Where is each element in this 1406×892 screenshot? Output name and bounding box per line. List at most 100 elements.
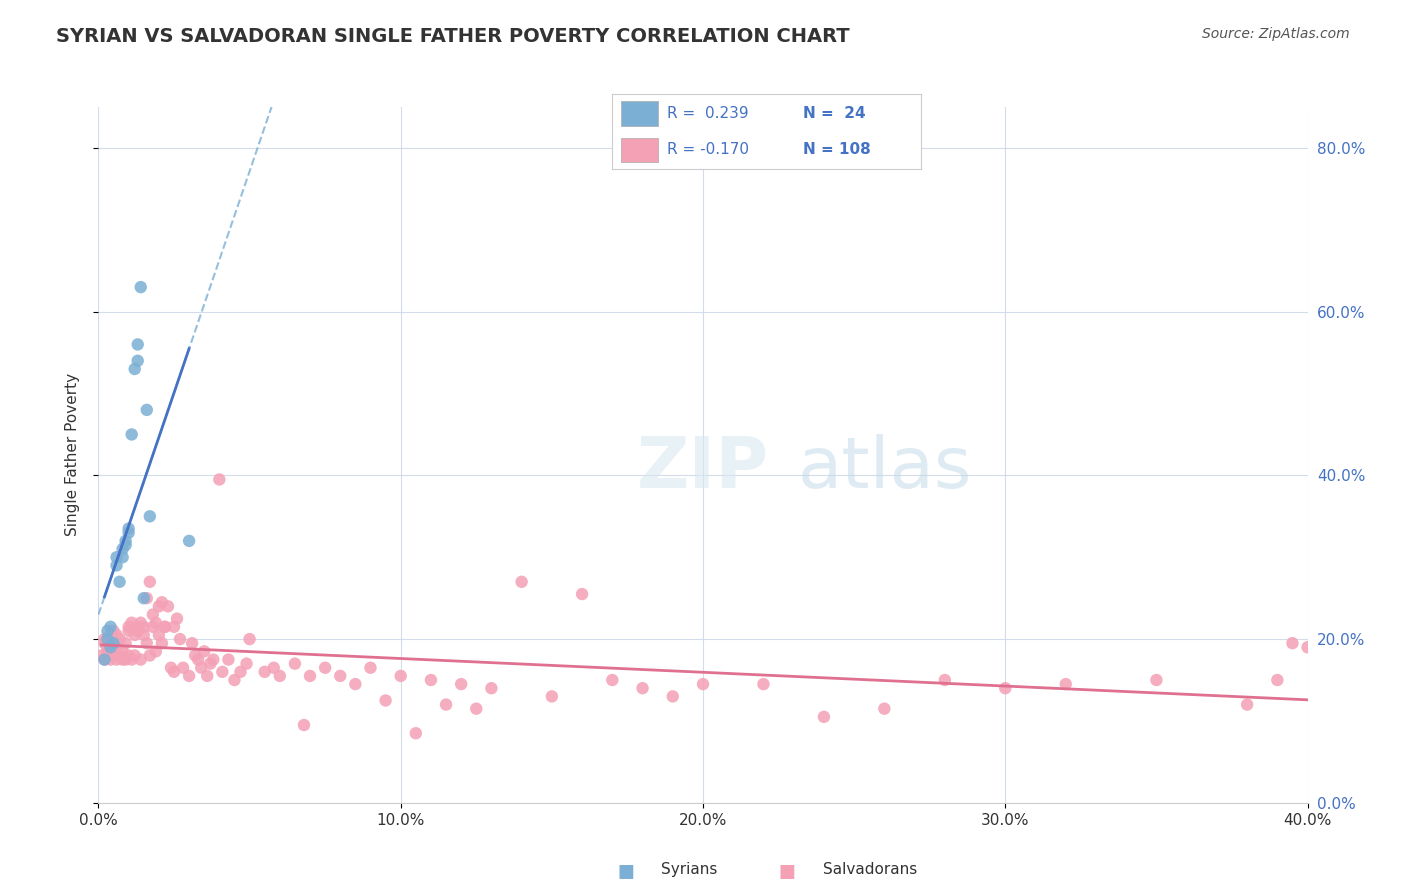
Point [100,652,122,666]
Point [224,673,246,687]
Point [100,620,122,634]
Point [111,542,134,557]
Point [124,648,146,663]
Text: ▪: ▪ [616,855,636,884]
Point [127,353,149,368]
Point [135,636,157,650]
Point [139,648,162,663]
Point [135,403,157,417]
Point [150,595,173,609]
Point [127,624,149,638]
Point [132,620,155,634]
Point [100,644,122,658]
Point [481,681,503,696]
Point [156,599,179,614]
Point [571,587,593,601]
Point [145,644,167,658]
Point [166,612,188,626]
Point [93,632,115,646]
Point [96,640,118,655]
Point [121,615,143,630]
Point [994,681,1017,696]
Point [118,648,141,663]
Point [229,665,252,679]
Point [132,628,155,642]
Point [103,624,125,638]
Point [90,648,112,663]
Point [93,652,115,666]
Point [813,710,835,724]
Point [160,661,183,675]
Point [114,636,136,650]
Point [100,628,122,642]
Text: Syrians: Syrians [661,863,717,877]
Point [631,681,654,696]
Point [129,615,152,630]
Point [1144,673,1167,687]
Point [139,574,162,589]
Point [127,337,149,351]
Point [1296,640,1319,655]
Point [148,628,170,642]
Text: Source: ZipAtlas.com: Source: ZipAtlas.com [1202,27,1350,41]
Point [181,636,204,650]
Point [118,620,141,634]
Point [217,652,239,666]
Point [118,522,141,536]
Point [96,632,118,646]
Point [103,636,125,650]
Point [108,632,131,646]
Point [127,620,149,634]
Point [96,624,118,638]
Point [344,677,367,691]
Point [284,657,307,671]
Point [193,644,215,658]
Point [540,690,562,704]
Point [179,669,201,683]
Text: SYRIAN VS SALVADORAN SINGLE FATHER POVERTY CORRELATION CHART: SYRIAN VS SALVADORAN SINGLE FATHER POVER… [56,27,849,45]
Point [153,620,176,634]
Text: atlas: atlas [797,434,972,503]
Point [1281,636,1303,650]
Point [148,599,170,614]
Point [202,652,225,666]
Point [292,718,315,732]
Point [96,644,118,658]
Point [129,280,152,294]
Point [239,632,262,646]
Point [93,636,115,650]
Point [190,661,212,675]
Point [662,690,685,704]
Point [195,669,218,683]
Point [121,652,143,666]
Point [163,665,186,679]
Point [121,427,143,442]
Point [105,558,128,573]
Point [108,574,131,589]
Point [118,624,141,638]
Point [510,574,533,589]
Point [105,640,128,655]
Point [135,591,157,606]
Point [405,726,427,740]
Point [329,669,352,683]
Point [208,473,231,487]
Point [263,661,285,675]
Point [142,607,165,622]
Point [105,652,128,666]
Text: R =  0.239: R = 0.239 [668,106,749,121]
Point [389,669,412,683]
Point [96,632,118,646]
Point [169,632,191,646]
Point [105,628,128,642]
Point [934,673,956,687]
Point [124,628,146,642]
Point [200,657,222,671]
Point [420,673,443,687]
Point [114,652,136,666]
Point [374,693,396,707]
Point [184,648,207,663]
Point [163,620,186,634]
Point [434,698,457,712]
Point [105,550,128,565]
